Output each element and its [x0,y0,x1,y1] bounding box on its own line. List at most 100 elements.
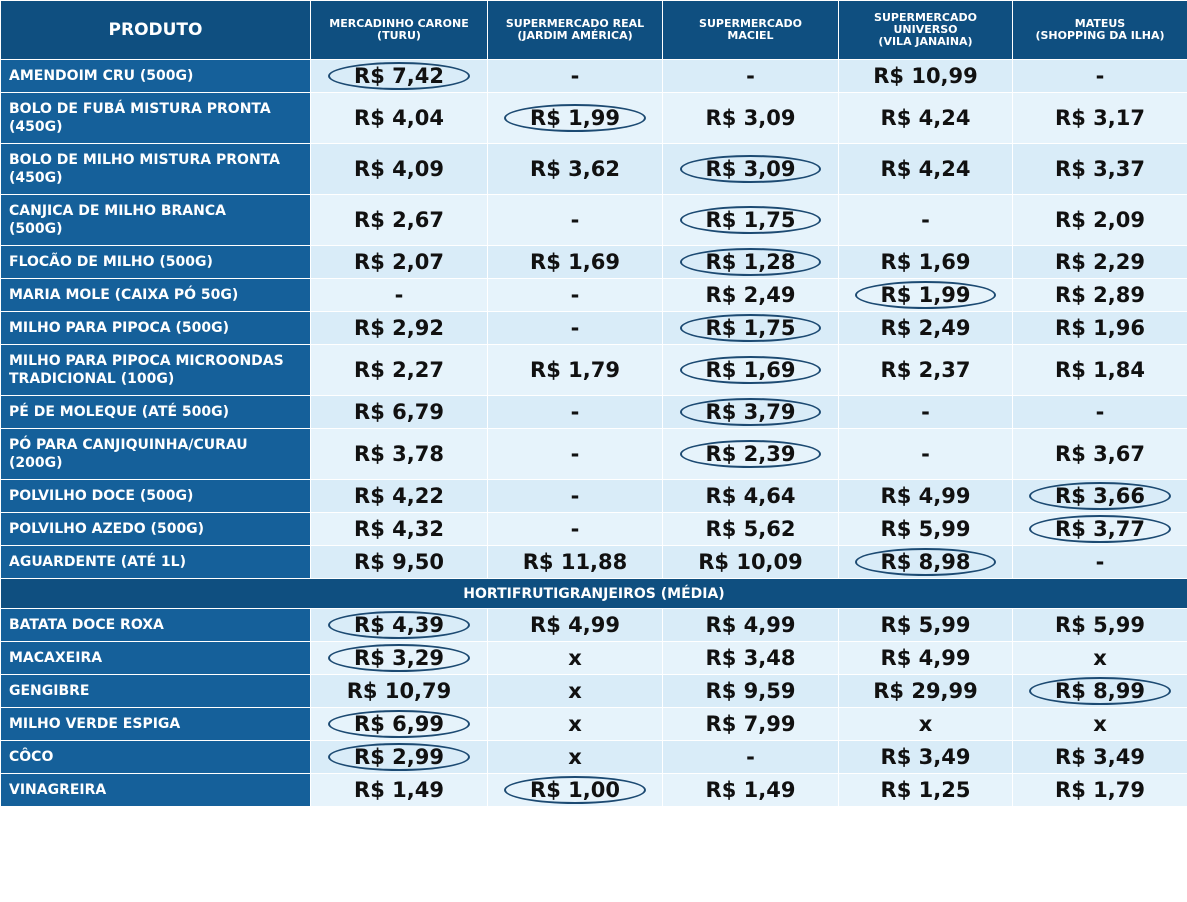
lowest-price: R$ 1,75 [679,314,822,342]
price-cell: R$ 1,75 [662,311,839,345]
price-cell: R$ 3,62 [487,143,663,195]
price: R$ 4,09 [354,156,444,181]
price: - [1095,399,1105,424]
price: R$ 2,49 [705,282,796,307]
product-name: CÔCO [0,740,311,774]
product-row: MILHO PARA PIPOCA MICROONDAS TRADICIONAL… [0,344,1187,396]
price-cell: R$ 1,25 [838,773,1013,807]
price: R$ 1,79 [530,357,620,382]
price: R$ 2,89 [1055,282,1145,307]
price-cell: - [838,194,1013,246]
price: R$ 5,99 [880,612,971,637]
column-header: MERCADINHO CARONE (TURU) [310,0,488,60]
lowest-price: R$ 1,28 [679,248,822,276]
price-cell: R$ 2,99 [310,740,488,774]
price-cell: R$ 5,99 [838,512,1013,546]
product-name: POLVILHO AZEDO (500G) [0,512,311,546]
product-name: AMENDOIM CRU (500G) [0,59,311,93]
product-row: GENGIBRE R$ 10,79 x R$ 9,59 R$ 29,99 R$ 8,99 [0,674,1187,708]
price: x [918,711,933,736]
price-cell: R$ 4,99 [838,641,1013,675]
price: - [394,282,404,307]
price: R$ 3,78 [354,441,444,466]
lowest-price: R$ 6,99 [328,710,470,738]
price: R$ 3,67 [1055,441,1145,466]
lowest-price: R$ 3,77 [1029,515,1171,543]
price-cell: R$ 4,32 [310,512,488,546]
lowest-price: R$ 2,99 [328,743,470,771]
lowest-price: R$ 1,99 [854,281,997,309]
product-row: BOLO DE FUBÁ MISTURA PRONTA (450G) R$ 4,0… [0,92,1187,144]
price-cell: R$ 1,84 [1012,344,1187,396]
lowest-price: R$ 3,09 [679,155,822,183]
price-table: PRODUTO MERCADINHO CARONE (TURU) SUPERMERC… [0,0,1187,807]
price: R$ 1,69 [530,249,620,274]
price-cell: R$ 5,99 [838,608,1013,642]
price: R$ 7,99 [705,711,796,736]
price: R$ 9,59 [705,678,796,703]
lowest-price: R$ 1,69 [679,356,822,384]
price: R$ 4,04 [354,105,444,130]
price: - [921,441,930,466]
product-name: CANJICA DE MILHO BRANCA (500G) [0,194,311,246]
price-cell: R$ 2,89 [1012,278,1187,312]
price-cell: R$ 1,79 [1012,773,1187,807]
product-name: MILHO PARA PIPOCA MICROONDAS TRADICIONAL… [0,344,311,396]
price: R$ 2,27 [354,357,444,382]
price: R$ 1,96 [1055,315,1145,340]
price-cell: - [487,194,663,246]
price: R$ 4,24 [880,105,971,130]
price: x [568,678,582,703]
price: - [921,207,930,232]
product-row: BOLO DE MILHO MISTURA PRONTA (450G) R$ 4,… [0,143,1187,195]
price: R$ 3,09 [705,105,796,130]
product-name: AGUARDENTE (ATÉ 1L) [0,545,311,579]
price: R$ 4,99 [530,612,620,637]
price: - [570,516,580,541]
price-cell: R$ 1,49 [310,773,488,807]
price: - [1095,549,1105,574]
lowest-price: R$ 1,00 [504,776,646,804]
price: - [570,207,580,232]
product-name: MACAXEIRA [0,641,311,675]
price-cell: - [1012,59,1187,93]
price: R$ 3,17 [1055,105,1145,130]
price-cell: - [662,740,839,774]
product-row: POLVILHO AZEDO (500G) R$ 4,32 - R$ 5,62 R$ 5… [0,512,1187,546]
price-cell: x [487,674,663,708]
lowest-price: R$ 8,99 [1029,677,1171,705]
price-cell: R$ 1,79 [487,344,663,396]
product-row: FLOCÃO DE MILHO (500G) R$ 2,07 R$ 1,69 R$ 1… [0,245,1187,279]
price-cell: R$ 9,50 [310,545,488,579]
price-cell: R$ 2,09 [1012,194,1187,246]
price-cell: - [487,395,663,429]
price-cell: R$ 3,09 [662,92,839,144]
price: R$ 10,79 [346,678,452,703]
price-cell: R$ 3,67 [1012,428,1187,480]
price-cell: R$ 3,29 [310,641,488,675]
price: R$ 1,69 [880,249,971,274]
product-row: BATATA DOCE ROXA R$ 4,39 R$ 4,99 R$ 4,99 R$ … [0,608,1187,642]
product-name: GENGIBRE [0,674,311,708]
price: - [921,399,930,424]
price: R$ 2,67 [354,207,444,232]
lowest-price: R$ 2,39 [679,440,822,468]
price-cell: R$ 10,99 [838,59,1013,93]
price: R$ 2,92 [354,315,444,340]
price: x [1093,645,1107,670]
price-cell: - [310,278,488,312]
product-row: MACAXEIRA R$ 3,29 x R$ 3,48 R$ 4,99 x [0,641,1187,675]
price-cell: R$ 29,99 [838,674,1013,708]
price-cell: R$ 2,67 [310,194,488,246]
price-cell: x [1012,641,1187,675]
price-cell: R$ 2,49 [838,311,1013,345]
lowest-price: R$ 4,39 [328,611,470,639]
product-row: MARIA MOLE (CAIXA PÓ 50G) - - R$ 2,49 R$ 1,9… [0,278,1187,312]
price: R$ 9,50 [354,549,444,574]
price-cell: x [838,707,1013,741]
price: - [746,63,755,88]
price-cell: R$ 3,37 [1012,143,1187,195]
price-cell: R$ 3,49 [838,740,1013,774]
price: - [570,399,580,424]
price: R$ 5,62 [705,516,796,541]
